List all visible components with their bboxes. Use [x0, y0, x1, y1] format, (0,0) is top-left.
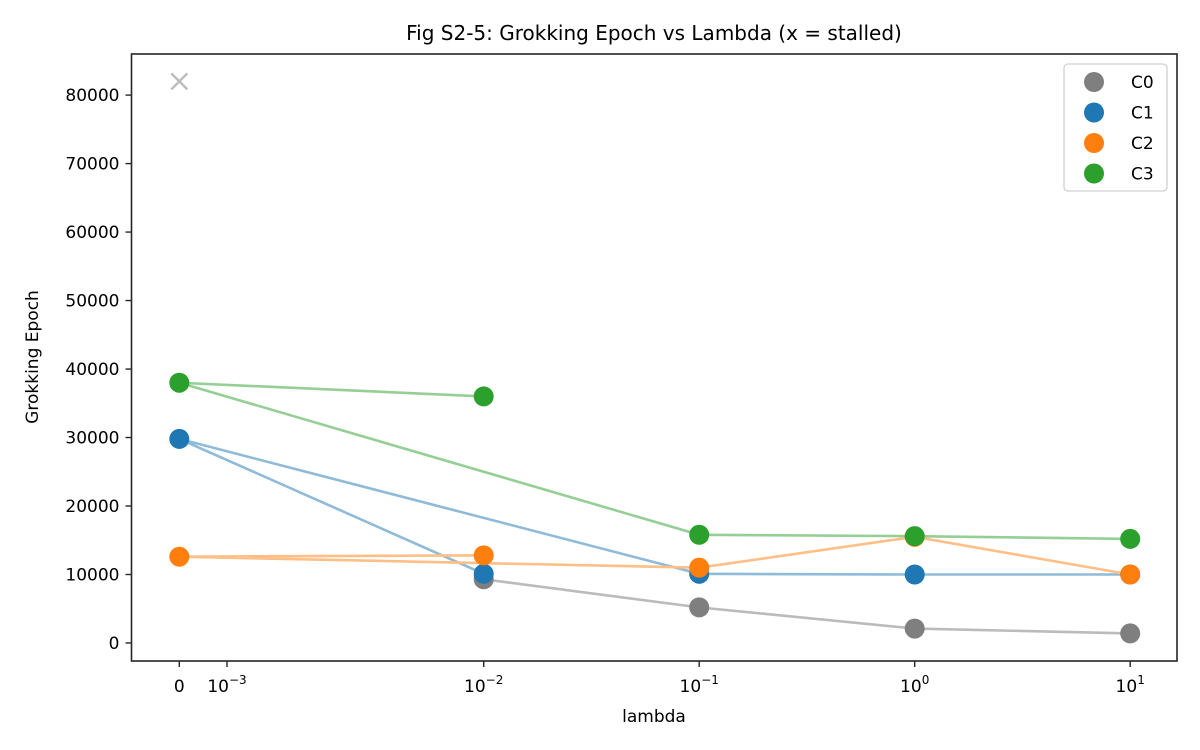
data-point-c3 [689, 524, 710, 545]
data-point-c1 [904, 564, 925, 585]
legend-item-c0: C0 [1084, 72, 1154, 93]
data-point-c2 [473, 545, 494, 566]
plot-frame [130, 53, 1178, 662]
data-point-c2 [689, 557, 710, 578]
legend-label: C3 [1131, 165, 1154, 185]
legend-marker [1084, 102, 1104, 123]
legend-label: C1 [1131, 104, 1154, 124]
y-tick-label: 50000 [65, 292, 119, 312]
stalled-x-stroke [170, 72, 189, 91]
legend: C0 C1 C2 C3 [1063, 63, 1168, 192]
data-point-c0 [689, 597, 710, 618]
data-point-c1 [169, 428, 190, 449]
x-tick-label: 10−2 [464, 673, 503, 697]
data-point-c3 [904, 526, 925, 547]
legend-marker [1084, 133, 1104, 153]
y-tick-label: 20000 [65, 497, 119, 517]
x-tick-label: 0 [174, 677, 185, 697]
y-tick-label: 40000 [65, 360, 119, 380]
x-tick-label: 10−3 [207, 673, 246, 697]
chart-title: Fig S2-5: Grokking Epoch vs Lambda (x = … [406, 21, 902, 45]
legend-item-c2: C2 [1084, 133, 1154, 154]
stalled-marker-c0 [170, 72, 189, 91]
legend-label: C2 [1131, 134, 1154, 154]
legend-item-c1: C1 [1084, 102, 1154, 124]
data-point-c0 [904, 618, 925, 639]
x-tick-label: 100 [900, 673, 929, 697]
x-axis-label: lambda [622, 707, 686, 727]
data-point-c1 [473, 563, 494, 584]
data-point-c3 [473, 386, 494, 407]
legend-marker [1084, 163, 1104, 184]
y-tick-label: 0 [109, 634, 120, 654]
y-tick-label: 10000 [65, 566, 119, 586]
y-tick-label: 60000 [65, 223, 119, 243]
legend-label: C0 [1131, 73, 1154, 93]
series-points [169, 72, 1141, 644]
data-point-c3 [1120, 528, 1141, 549]
data-point-c3 [169, 372, 190, 393]
data-point-c0 [1120, 623, 1141, 644]
y-tick-label: 30000 [65, 429, 119, 449]
legend-marker [1084, 72, 1104, 92]
y-tick-label: 70000 [65, 155, 119, 175]
data-point-c2 [1120, 564, 1141, 585]
data-point-c2 [169, 546, 190, 567]
y-tick-label: 80000 [65, 86, 119, 106]
y-axis-label: Grokking Epoch [23, 290, 43, 424]
legend-item-c3: C3 [1084, 163, 1154, 185]
y-axis-ticks: 0 10000 20000 30000 40000 50000 60000 70000 8000… [65, 86, 132, 654]
series-line-c0 [483, 578, 1131, 635]
x-tick-label: 10−1 [680, 673, 719, 697]
legend-frame [1063, 63, 1168, 192]
x-axis-ticks: 0 10−3 10−2 10−1 100 101 [174, 661, 1145, 697]
x-tick-label: 101 [1116, 673, 1145, 697]
